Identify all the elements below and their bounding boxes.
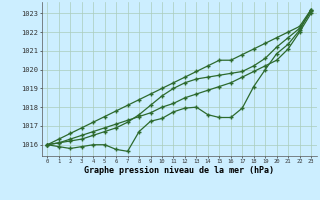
X-axis label: Graphe pression niveau de la mer (hPa): Graphe pression niveau de la mer (hPa) (84, 166, 274, 175)
